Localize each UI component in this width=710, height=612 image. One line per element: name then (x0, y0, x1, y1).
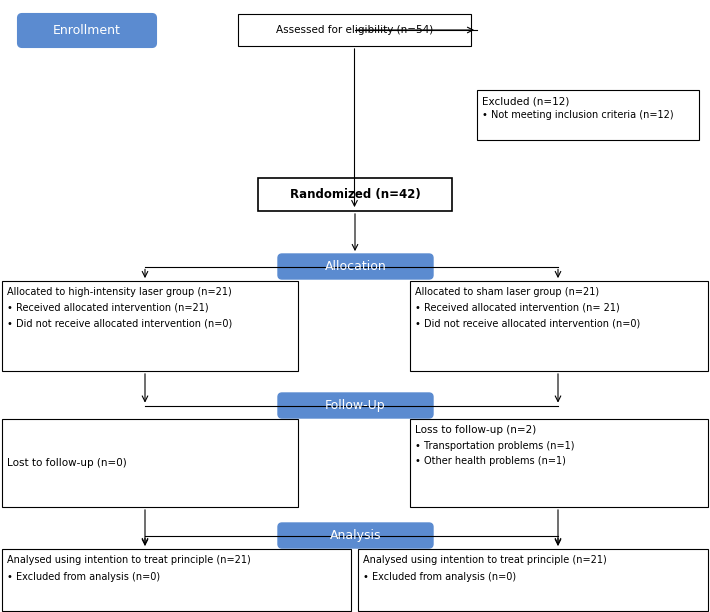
Text: • Excluded from analysis (n=0): • Excluded from analysis (n=0) (7, 572, 160, 582)
Text: Allocated to high-intensity laser group (n=21): Allocated to high-intensity laser group … (7, 287, 231, 297)
Bar (410, 281, 708, 371)
Text: Allocated to sham laser group (n=21): Allocated to sham laser group (n=21) (415, 287, 599, 297)
Bar (358, 549, 708, 611)
Text: Lost to follow-up (n=0): Lost to follow-up (n=0) (7, 458, 127, 468)
Bar (2, 549, 351, 611)
Text: Assessed for eligibility (n=54): Assessed for eligibility (n=54) (276, 25, 433, 35)
Text: • Did not receive allocated intervention (n=0): • Did not receive allocated intervention… (415, 318, 640, 328)
FancyBboxPatch shape (278, 523, 433, 548)
Text: Analysis: Analysis (329, 529, 381, 542)
Bar (477, 90, 699, 140)
Text: Follow-Up: Follow-Up (325, 399, 386, 412)
Bar (238, 14, 471, 46)
Text: Excluded (n=12): Excluded (n=12) (482, 96, 569, 106)
Text: • Did not receive allocated intervention (n=0): • Did not receive allocated intervention… (7, 318, 232, 328)
Text: Randomized (n=42): Randomized (n=42) (290, 188, 420, 201)
Bar (2, 281, 298, 371)
Bar (2, 419, 298, 507)
FancyBboxPatch shape (278, 393, 433, 418)
Text: • Not meeting inclusion criteria (n=12): • Not meeting inclusion criteria (n=12) (482, 110, 674, 120)
FancyBboxPatch shape (18, 14, 156, 47)
Text: • Received allocated intervention (n=21): • Received allocated intervention (n=21) (7, 303, 209, 313)
Text: Loss to follow-up (n=2): Loss to follow-up (n=2) (415, 425, 536, 435)
Text: Analysed using intention to treat principle (n=21): Analysed using intention to treat princi… (363, 555, 607, 565)
Text: Allocation: Allocation (324, 260, 386, 273)
Text: • Excluded from analysis (n=0): • Excluded from analysis (n=0) (363, 572, 516, 582)
Bar (258, 178, 452, 211)
Text: • Other health problems (n=1): • Other health problems (n=1) (415, 456, 566, 466)
Text: • Transportation problems (n=1): • Transportation problems (n=1) (415, 441, 574, 451)
Text: Enrollment: Enrollment (53, 24, 121, 37)
Text: • Received allocated intervention (n= 21): • Received allocated intervention (n= 21… (415, 303, 620, 313)
FancyBboxPatch shape (278, 254, 433, 279)
Bar (410, 419, 708, 507)
Text: Analysed using intention to treat principle (n=21): Analysed using intention to treat princi… (7, 555, 251, 565)
